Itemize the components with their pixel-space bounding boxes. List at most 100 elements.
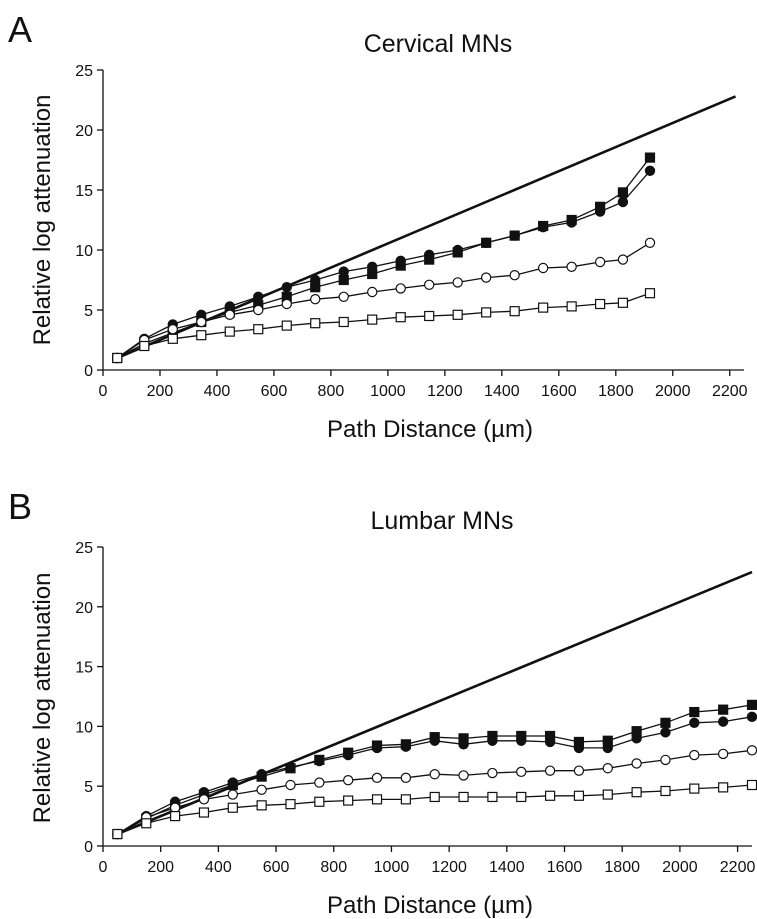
data-point: [617, 187, 629, 198]
data-point: [689, 706, 700, 718]
data-point: [573, 790, 585, 801]
axes-b: 0 5 10 15 20 25 0 200 400 600 800 1000 1200 1400 1600 1…: [75, 540, 755, 876]
chart-title-b: Lumbar MNs: [370, 507, 513, 535]
data-point: [544, 736, 556, 748]
data-point: [371, 794, 383, 805]
data-point: [594, 256, 606, 268]
data-point: [481, 307, 492, 318]
filled-square-series: [112, 152, 656, 364]
data-point: [400, 772, 412, 784]
data-point: [395, 283, 406, 294]
y-tick-label: 5: [84, 303, 93, 320]
data-point: [371, 742, 383, 754]
data-point: [509, 306, 520, 317]
data-point: [509, 270, 520, 281]
data-point: [537, 221, 549, 233]
data-point: [395, 312, 406, 323]
x-tick-label: 1200: [427, 383, 463, 400]
data-point: [644, 237, 656, 248]
data-point: [452, 309, 463, 320]
filled-circle-series: [112, 711, 757, 840]
x-tick-label: 2000: [662, 859, 698, 876]
data-point: [509, 230, 520, 241]
data-point: [227, 789, 238, 800]
data-point: [424, 310, 435, 322]
x-tick-label: 600: [261, 383, 288, 400]
x-tick-label: 400: [205, 859, 232, 876]
data-point: [544, 790, 556, 801]
data-point: [617, 297, 629, 308]
chart-title-a: Cervical MNs: [364, 30, 513, 58]
data-point: [281, 282, 292, 293]
data-point: [170, 810, 181, 822]
data-point: [338, 291, 349, 302]
data-point: [631, 758, 642, 769]
data-point: [198, 794, 210, 805]
y-tick-label: 15: [75, 183, 93, 200]
data-point: [198, 807, 210, 818]
data-point: [602, 789, 613, 800]
y-tick-label: 0: [84, 839, 93, 856]
x-tick-label: 1200: [431, 859, 467, 876]
y-axis-title-a: Relative log attenuation: [29, 95, 56, 346]
data-point: [717, 748, 729, 760]
data-point: [285, 779, 296, 791]
data-point: [196, 316, 207, 328]
open-square-series: [112, 779, 757, 840]
data-point: [253, 324, 264, 335]
x-tick-label: 2200: [720, 859, 756, 876]
data-point: [746, 779, 757, 791]
data-point: [718, 782, 729, 793]
data-point: [631, 733, 642, 744]
data-point: [487, 767, 498, 779]
x-tick-label: 1800: [598, 383, 634, 400]
data-point: [595, 298, 606, 310]
data-point: [660, 785, 671, 797]
data-point: [224, 326, 235, 337]
data-point: [281, 298, 292, 310]
data-point: [367, 286, 378, 298]
x-tick-label: 1800: [604, 859, 640, 876]
data-point: [602, 742, 613, 754]
data-point: [338, 266, 349, 277]
data-point: [660, 727, 671, 738]
y-tick-label: 0: [84, 363, 93, 380]
data-point: [367, 314, 378, 325]
data-point: [429, 735, 440, 746]
data-point: [718, 704, 729, 715]
data-point: [281, 320, 292, 331]
data-point: [537, 262, 549, 274]
data-point: [285, 799, 296, 810]
data-point: [566, 261, 577, 272]
data-point: [458, 791, 469, 803]
y-tick-label: 25: [75, 63, 93, 80]
open-circle-series: [112, 237, 656, 364]
data-point: [566, 301, 577, 312]
panel-a: A Cervical MNs Relative log attenuation …: [8, 9, 748, 443]
data-point: [516, 791, 527, 803]
data-point: [746, 745, 757, 756]
data-point: [566, 217, 577, 228]
data-point: [310, 318, 321, 329]
open-square-series: [112, 288, 656, 364]
x-tick-label: 0: [99, 859, 108, 876]
data-point: [423, 279, 435, 290]
data-point: [371, 772, 383, 784]
data-point: [487, 735, 498, 746]
data-point: [395, 255, 406, 266]
data-point: [423, 249, 435, 260]
data-point: [314, 796, 325, 807]
data-point: [452, 277, 463, 288]
data-point: [458, 770, 469, 781]
data-point: [169, 802, 181, 813]
data-point: [746, 699, 757, 710]
data-point: [644, 165, 656, 176]
data-point: [310, 294, 321, 305]
data-point: [644, 152, 656, 163]
data-point: [660, 717, 671, 728]
data-point: [338, 274, 349, 286]
y-tick-label: 25: [75, 540, 93, 557]
theoretical-line-line: [116, 95, 737, 360]
data-point: [617, 196, 629, 208]
x-tick-label: 0: [99, 383, 108, 400]
